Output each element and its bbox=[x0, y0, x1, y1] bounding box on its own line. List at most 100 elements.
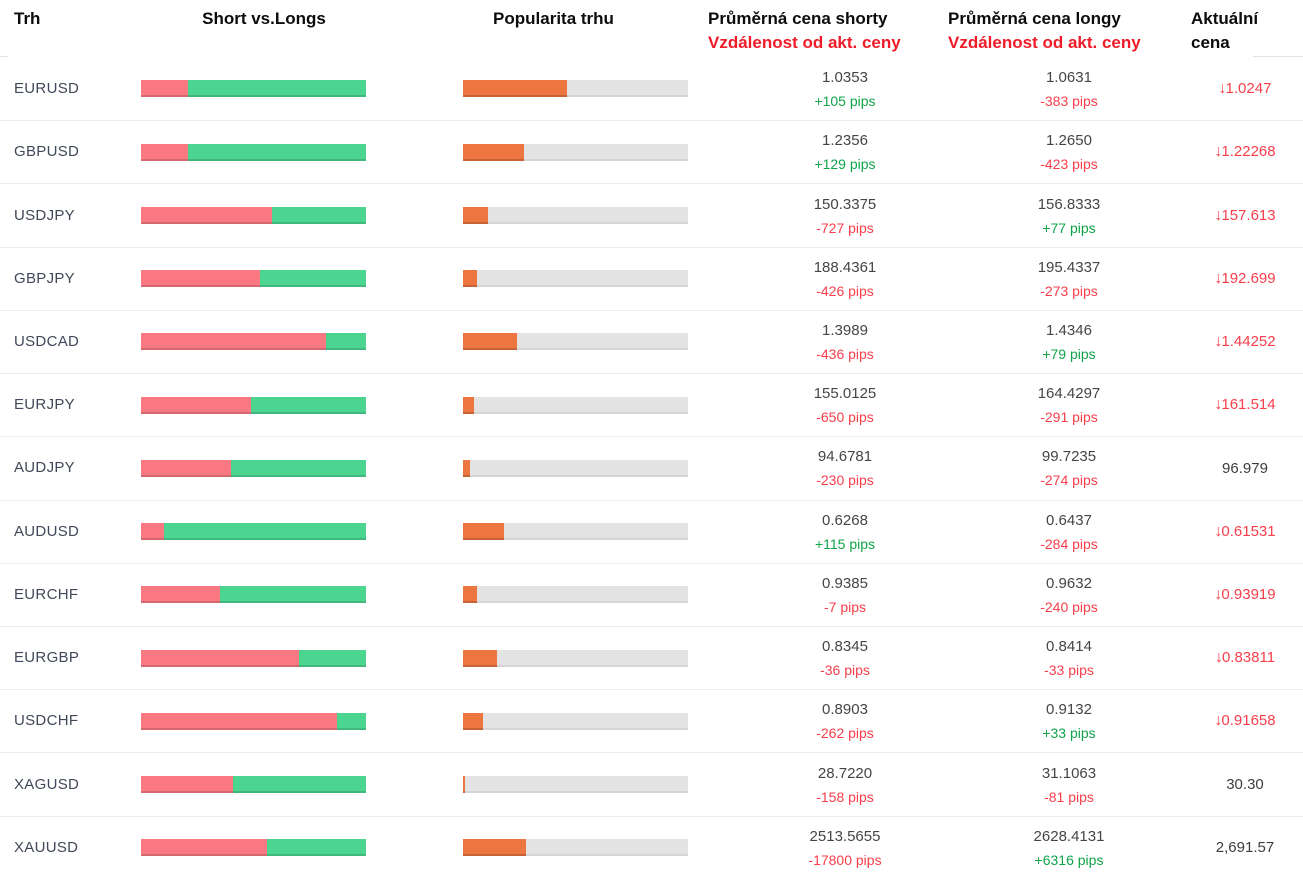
long-distance-pips: +6316 pips bbox=[1034, 851, 1104, 868]
avg-long-cell: 31.1063 -81 pips bbox=[945, 765, 1185, 805]
current-price-title-line1: Aktuální bbox=[1191, 9, 1259, 28]
avg-long-price: 1.0631 bbox=[1046, 68, 1092, 86]
popularity-bar bbox=[463, 776, 688, 794]
current-price-cell: ↓192.699 bbox=[1185, 270, 1303, 288]
short-segment bbox=[141, 333, 326, 351]
avg-short-cell: 1.2356 +129 pips bbox=[695, 132, 945, 172]
short-distance-pips: -727 pips bbox=[816, 219, 874, 236]
current-price-cell: ↓157.613 bbox=[1185, 207, 1303, 225]
column-header-avg-long: Průměrná cena longy Vzdálenost od akt. c… bbox=[945, 0, 1185, 57]
current-price-cell: ↓161.514 bbox=[1185, 396, 1303, 414]
table-header: Trh Short vs.Longs Popularita trhu Průmě… bbox=[0, 0, 1303, 57]
long-segment bbox=[188, 80, 366, 98]
avg-short-cell: 2513.5655 -17800 pips bbox=[695, 828, 945, 868]
avg-long-price: 99.7235 bbox=[1041, 448, 1097, 466]
popularity-fill bbox=[463, 80, 567, 98]
short-segment bbox=[141, 207, 272, 225]
table-row: USDJPY 150.3375 -727 pips 156.8333 +77 p… bbox=[0, 183, 1303, 246]
avg-long-price: 0.6437 bbox=[1046, 511, 1092, 529]
market-label: AUDUSD bbox=[14, 522, 80, 540]
long-distance-pips: -273 pips bbox=[1040, 282, 1098, 299]
avg-long-cell: 0.9632 -240 pips bbox=[945, 575, 1185, 615]
down-arrow-icon: ↓ bbox=[1214, 522, 1222, 540]
short-segment bbox=[141, 459, 231, 477]
table-row: GBPJPY 188.4361 -426 pips 195.4337 -273 … bbox=[0, 246, 1303, 310]
avg-long-price: 2628.4131 bbox=[1033, 827, 1105, 845]
avg-short-price: 150.3375 bbox=[813, 195, 877, 213]
current-price: 30.30 bbox=[1226, 776, 1264, 794]
popularity-fill bbox=[463, 207, 488, 225]
popularity-bar bbox=[463, 80, 688, 98]
market-label: EURGBP bbox=[14, 649, 80, 667]
long-distance-pips: -383 pips bbox=[1040, 92, 1098, 109]
popularity-fill bbox=[463, 333, 517, 351]
short-segment bbox=[141, 270, 261, 288]
short-distance-pips: +115 pips bbox=[814, 535, 876, 552]
avg-short-cell: 94.6781 -230 pips bbox=[695, 448, 945, 488]
current-price-cell: ↓0.83811 bbox=[1185, 649, 1303, 667]
avg-short-price: 1.3989 bbox=[822, 321, 868, 339]
short-vs-long-bar bbox=[141, 649, 366, 667]
market-label: GBPJPY bbox=[14, 269, 75, 287]
short-distance-pips: +105 pips bbox=[814, 92, 876, 109]
market-label: GBPUSD bbox=[14, 143, 80, 161]
popularity-fill bbox=[463, 776, 466, 794]
short-distance-pips: -436 pips bbox=[816, 345, 874, 362]
short-segment bbox=[141, 839, 267, 857]
avg-long-price: 0.9132 bbox=[1046, 701, 1092, 719]
popularity-fill bbox=[463, 270, 477, 288]
popularity-fill bbox=[463, 396, 475, 414]
short-distance-pips: -7 pips bbox=[823, 598, 867, 615]
short-segment bbox=[141, 143, 189, 161]
avg-long-title: Průměrná cena longy bbox=[948, 9, 1121, 28]
popularity-bar bbox=[463, 712, 688, 730]
avg-long-price: 156.8333 bbox=[1037, 195, 1101, 213]
market-label: USDJPY bbox=[14, 206, 75, 224]
column-header-market: Trh bbox=[14, 9, 41, 28]
long-distance-pips: -423 pips bbox=[1040, 156, 1098, 173]
short-segment bbox=[141, 396, 252, 414]
short-segment bbox=[141, 776, 234, 794]
long-distance-pips: -274 pips bbox=[1040, 472, 1098, 489]
avg-short-price: 155.0125 bbox=[813, 385, 877, 403]
table-row: XAGUSD 28.7220 -158 pips 31.1063 -81 pip… bbox=[0, 752, 1303, 815]
current-price-cell: ↓1.22268 bbox=[1185, 143, 1303, 161]
avg-long-cell: 2628.4131 +6316 pips bbox=[945, 828, 1185, 868]
current-price: 0.93919 bbox=[1221, 585, 1276, 603]
avg-long-cell: 0.9132 +33 pips bbox=[945, 701, 1185, 741]
long-segment bbox=[188, 143, 366, 161]
short-vs-long-bar bbox=[141, 80, 366, 98]
avg-long-cell: 0.6437 -284 pips bbox=[945, 512, 1185, 552]
short-distance-pips: -158 pips bbox=[816, 788, 874, 805]
avg-long-cell: 195.4337 -273 pips bbox=[945, 259, 1185, 299]
long-distance-pips: -33 pips bbox=[1044, 662, 1094, 679]
current-price: 0.83811 bbox=[1221, 649, 1276, 667]
avg-long-price: 31.1063 bbox=[1041, 764, 1097, 782]
avg-short-cell: 0.8903 -262 pips bbox=[695, 701, 945, 741]
short-distance-pips: -230 pips bbox=[816, 472, 874, 489]
popularity-fill bbox=[463, 839, 526, 857]
short-distance-pips: -262 pips bbox=[816, 725, 874, 742]
short-distance-pips: -17800 pips bbox=[808, 851, 882, 868]
avg-short-price: 0.6268 bbox=[822, 511, 868, 529]
down-arrow-icon: ↓ bbox=[1214, 332, 1222, 350]
short-vs-long-bar bbox=[141, 396, 366, 414]
current-price: 1.0247 bbox=[1225, 79, 1272, 97]
avg-short-subtitle: Vzdálenost od akt. ceny bbox=[708, 33, 901, 52]
long-segment bbox=[325, 333, 366, 351]
down-arrow-icon: ↓ bbox=[1214, 585, 1222, 603]
popularity-fill bbox=[463, 143, 524, 161]
avg-short-cell: 0.6268 +115 pips bbox=[695, 512, 945, 552]
avg-short-price: 188.4361 bbox=[813, 258, 877, 276]
short-distance-pips: +129 pips bbox=[814, 156, 876, 173]
long-distance-pips: +77 pips bbox=[1042, 219, 1096, 236]
table-row: USDCAD 1.3989 -436 pips 1.4346 +79 pips … bbox=[0, 309, 1303, 373]
avg-short-cell: 0.8345 -36 pips bbox=[695, 638, 945, 678]
popularity-bar bbox=[463, 839, 688, 857]
long-distance-pips: -81 pips bbox=[1044, 788, 1094, 805]
avg-short-cell: 1.3989 -436 pips bbox=[695, 322, 945, 362]
long-segment bbox=[233, 776, 366, 794]
column-header-current-price: Aktuální cena bbox=[1185, 0, 1303, 57]
current-price-cell: ↓0.91658 bbox=[1185, 712, 1303, 730]
